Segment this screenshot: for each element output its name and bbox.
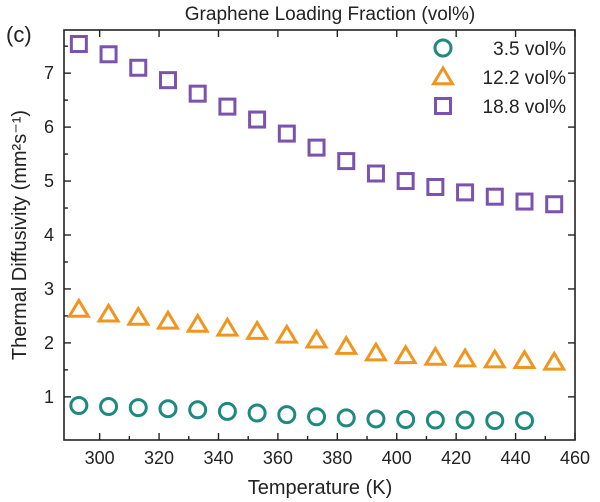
data-point — [69, 35, 88, 54]
legend-marker-square — [434, 97, 452, 115]
y-tick-label: 5 — [44, 171, 54, 191]
series-layer — [66, 35, 567, 431]
legend-marker-triangle — [430, 65, 456, 86]
data-point — [363, 341, 389, 362]
x-tick-label: 380 — [322, 448, 352, 468]
data-point — [69, 395, 89, 415]
data-point — [128, 398, 148, 418]
plot-frame — [63, 29, 576, 441]
data-point — [129, 58, 148, 77]
x-axis-title: Temperature (K) — [248, 477, 393, 499]
data-point — [126, 305, 151, 326]
x-tick-label: 320 — [144, 448, 174, 468]
data-point — [515, 192, 534, 211]
data-point — [337, 152, 356, 171]
y-tick-label: 1 — [44, 387, 54, 407]
x-tick-label: 340 — [203, 448, 233, 468]
data-point — [512, 348, 537, 369]
data-point — [99, 45, 118, 64]
data-point — [482, 348, 507, 369]
panel-label: (c) — [6, 22, 32, 47]
data-point — [158, 71, 177, 90]
y-tick-label: 2 — [44, 333, 54, 353]
legend: 3.5 vol% 12.2 vol% 18.8 vol% — [430, 38, 567, 118]
data-point — [304, 328, 329, 349]
y-axis: 1 2 3 4 5 6 7 — [44, 45, 575, 407]
data-point — [485, 187, 504, 206]
data-point — [274, 323, 299, 344]
data-point — [307, 407, 327, 427]
data-point — [217, 401, 237, 421]
data-point — [455, 410, 475, 430]
legend-marker-circle — [433, 38, 453, 58]
data-point — [188, 400, 208, 420]
data-point — [456, 183, 475, 202]
data-point — [277, 124, 296, 143]
series-circle — [69, 395, 534, 431]
data-point — [307, 138, 326, 157]
data-point — [336, 408, 356, 428]
data-point — [96, 302, 121, 323]
x-tick-label: 300 — [85, 448, 115, 468]
data-point — [248, 110, 267, 129]
data-point — [188, 84, 207, 103]
data-point — [366, 409, 386, 429]
data-point — [514, 411, 534, 431]
data-point — [545, 195, 564, 214]
data-point — [485, 411, 505, 431]
data-point — [426, 177, 445, 196]
data-point — [66, 297, 91, 318]
data-point — [425, 410, 445, 430]
data-point — [334, 334, 359, 355]
series-triangle — [66, 297, 567, 371]
y-tick-label: 6 — [44, 117, 54, 137]
data-point — [99, 397, 119, 417]
data-point — [158, 399, 178, 419]
legend-label: 12.2 vol% — [483, 68, 567, 89]
data-point — [393, 343, 418, 365]
x-axis: 300 320 340 360 380 400 420 440 460 — [85, 30, 590, 468]
series-square — [69, 35, 564, 214]
data-point — [366, 164, 385, 183]
data-point — [245, 319, 270, 340]
y-tick-label: 4 — [44, 225, 54, 245]
data-point — [215, 316, 240, 337]
x-tick-label: 400 — [382, 448, 412, 468]
data-point — [277, 405, 297, 425]
data-point — [218, 97, 237, 116]
data-point — [423, 345, 448, 366]
data-point — [452, 347, 478, 368]
y-axis-title: Thermal Diffusivity (mm²s⁻¹) — [9, 110, 31, 360]
legend-label: 3.5 vol% — [493, 39, 566, 60]
x-tick-label: 360 — [263, 448, 293, 468]
y-tick-label: 7 — [44, 63, 54, 83]
y-tick-label: 3 — [44, 279, 54, 299]
x-tick-label: 440 — [501, 448, 531, 468]
legend-label: 18.8 vol% — [483, 97, 567, 118]
data-point — [396, 172, 415, 191]
data-point — [542, 350, 567, 371]
x-tick-label: 460 — [560, 448, 590, 468]
x-tick-label: 420 — [441, 448, 471, 468]
data-point — [396, 410, 416, 429]
data-point — [247, 403, 267, 423]
data-point — [155, 309, 181, 330]
top-axis-title: Graphene Loading Fraction (vol%) — [185, 4, 475, 25]
data-point — [185, 312, 210, 333]
